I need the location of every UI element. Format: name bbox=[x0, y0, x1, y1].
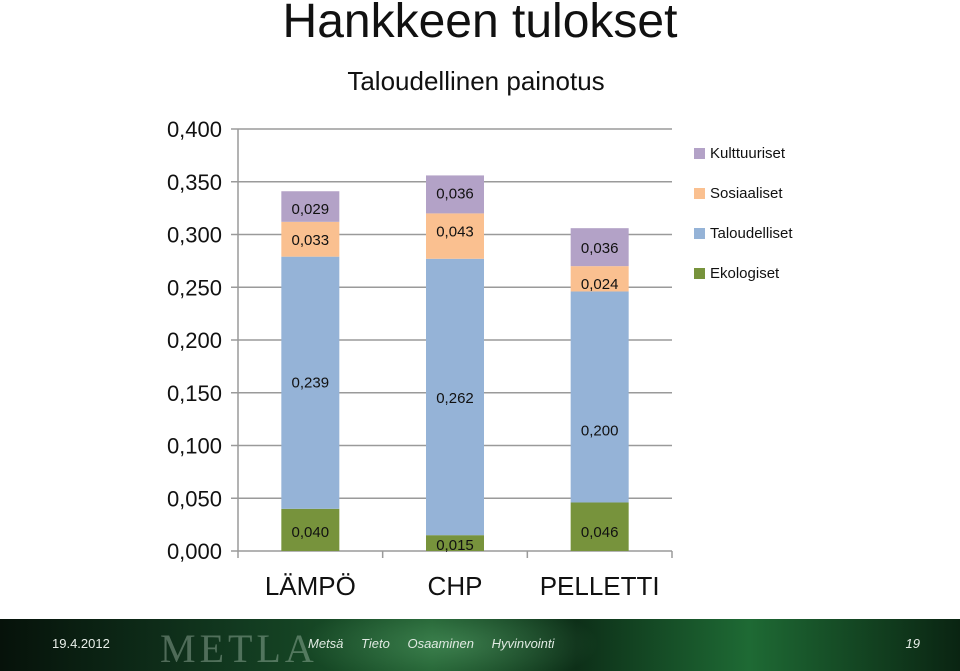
bar-segment bbox=[281, 256, 340, 509]
data-label: 0,239 bbox=[292, 375, 330, 392]
data-label: 0,024 bbox=[581, 276, 619, 293]
footer-tag: Metsä bbox=[308, 636, 344, 651]
metla-logo: METLA bbox=[160, 626, 318, 671]
bar-segment bbox=[570, 266, 629, 292]
bar-segment bbox=[570, 502, 629, 551]
footer-tag: Hyvinvointi bbox=[491, 636, 555, 651]
legend-label: Kulttuuriset bbox=[710, 145, 786, 162]
bar-segment bbox=[281, 508, 340, 551]
legend-swatch bbox=[694, 268, 705, 279]
data-label: 0,046 bbox=[581, 524, 619, 541]
footer-date: 19.4.2012 bbox=[52, 636, 110, 651]
bar-segment bbox=[426, 175, 484, 214]
data-label: 0,036 bbox=[436, 185, 474, 202]
legend-label: Taloudelliset bbox=[710, 225, 793, 242]
y-tick-label: 0,250 bbox=[167, 275, 222, 300]
y-tick-label: 0,000 bbox=[167, 539, 222, 564]
footer-glow bbox=[300, 619, 600, 671]
x-category-label: CHP bbox=[428, 571, 483, 601]
legend: Kulttuuriset Sosiaaliset Taloudelliset Ekol… bbox=[694, 145, 793, 282]
bar-segment bbox=[281, 221, 340, 257]
y-tick-label: 0,050 bbox=[167, 486, 222, 511]
footer-tags: Metsä Tieto Osaaminen Hyvinvointi bbox=[308, 636, 568, 651]
data-label: 0,033 bbox=[292, 232, 330, 249]
y-tick-label: 0,350 bbox=[167, 170, 222, 195]
x-category-label: LÄMPÖ bbox=[265, 571, 356, 601]
x-axis: LÄMPÖ CHP PELLETTI bbox=[237, 551, 673, 601]
slide-title: Hankkeen tulokset bbox=[282, 0, 678, 48]
footer-bar: 19.4.2012 METLA Metsä Tieto Osaaminen Hy… bbox=[0, 619, 960, 671]
bar-segment bbox=[570, 228, 629, 267]
y-axis: 0,000 0,050 0,100 0,150 0,200 0,250 0,300 0,350… bbox=[167, 117, 239, 564]
legend-swatch bbox=[694, 228, 705, 239]
data-label: 0,040 bbox=[292, 524, 330, 541]
legend-swatch bbox=[694, 148, 705, 159]
y-tick-label: 0,150 bbox=[167, 381, 222, 406]
legend-swatch bbox=[694, 188, 705, 199]
x-category-label: PELLETTI bbox=[540, 571, 660, 601]
bar-segment bbox=[281, 191, 340, 222]
y-tick-label: 0,400 bbox=[167, 117, 222, 142]
data-label: 0,029 bbox=[292, 201, 330, 218]
page-number: 19 bbox=[905, 636, 920, 651]
footer-tag: Osaaminen bbox=[407, 636, 474, 651]
legend-label: Sosiaaliset bbox=[710, 185, 783, 202]
stacked-bar-chart: 0,000 0,050 0,100 0,150 0,200 0,250 0,300 0,350… bbox=[167, 66, 793, 601]
bar-segment bbox=[570, 291, 629, 503]
legend-label: Ekologiset bbox=[710, 265, 780, 282]
bar-segment bbox=[426, 258, 484, 536]
chart-title: Taloudellinen painotus bbox=[347, 66, 604, 96]
footer-tag: Tieto bbox=[361, 636, 390, 651]
data-label: 0,200 bbox=[581, 422, 619, 439]
data-label: 0,262 bbox=[436, 390, 474, 407]
data-label: 0,043 bbox=[436, 223, 474, 240]
data-label: 0,036 bbox=[581, 240, 619, 257]
bar-segment bbox=[426, 213, 484, 259]
bar-segment bbox=[426, 535, 484, 551]
y-tick-label: 0,200 bbox=[167, 328, 222, 353]
data-label: 0,015 bbox=[436, 537, 474, 554]
bars: 0,040 0,239 0,033 0,029 0,015 0,262 0,043 0,036… bbox=[281, 175, 629, 554]
y-tick-label: 0,100 bbox=[167, 434, 222, 459]
y-tick-label: 0,300 bbox=[167, 223, 222, 248]
